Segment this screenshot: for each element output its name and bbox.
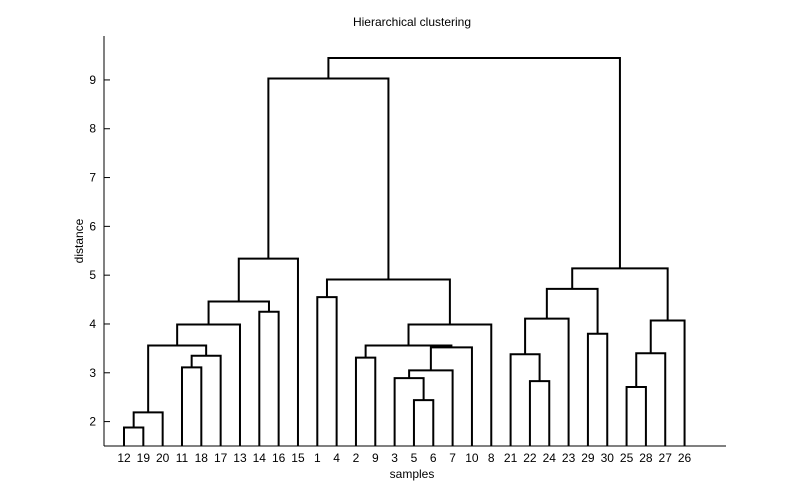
leaf-label: 27 [659,451,673,465]
y-tick-label: 7 [89,171,96,185]
leaf-label: 16 [272,451,286,465]
dendrogram-link [123,426,145,446]
dendrogram-link [190,354,222,446]
leaf-label: 29 [581,451,595,465]
dendrogram-link [407,323,493,446]
dendrogram-link [180,366,203,446]
leaf-label: 15 [291,451,305,465]
dendrogram-link [528,380,551,446]
leaf-label: 19 [137,451,151,465]
leaf-label: 1 [314,451,321,465]
dendrogram-link [354,356,377,446]
leaf-label: 20 [156,451,170,465]
leaf-label: 26 [678,451,692,465]
y-tick-label: 4 [89,317,96,331]
chart-title: Hierarchical clustering [353,15,471,29]
dendrogram-link [267,77,390,280]
dendrogram-link [625,385,647,446]
y-tick-label: 9 [89,73,96,87]
leaf-label: 11 [176,451,189,465]
dendrogram-link [408,369,454,446]
leaf-label: 17 [214,451,228,465]
leaf-label: 7 [449,451,456,465]
dendrogram-link [258,310,280,446]
y-tick-label: 3 [89,366,96,380]
dendrogram-link [176,323,241,446]
leaf-label: 13 [233,451,247,465]
y-tick-label: 2 [89,415,96,429]
y-tick-label: 5 [89,268,96,282]
leaf-label: 21 [504,451,518,465]
dendrogram-link [571,267,669,321]
axes [103,36,726,447]
leaf-label: 14 [253,451,267,465]
dendrogram-link [327,56,621,269]
leaf-label: 9 [372,451,379,465]
dendrogram-link [524,317,570,446]
leaf-label: 28 [639,451,653,465]
dendrogram-links [123,56,686,446]
y-ticks: 2 3 4 5 6 7 8 9 [89,73,110,429]
leaf-label: 24 [543,451,557,465]
leaf-labels: 12 19 20 11 18 17 13 14 16 15 1 4 2 9 3 5 6 7 10 8 21 22 24 23 2… [117,451,691,465]
leaf-label: 12 [117,451,131,465]
dendrogram-link [429,346,473,446]
leaf-label: 10 [465,451,479,465]
y-tick-label: 6 [89,219,96,233]
dendrogram-link [237,257,299,446]
leaf-label: 23 [562,451,576,465]
dendrogram-link [635,352,667,446]
leaf-label: 4 [333,451,340,465]
dendrogram-link [393,377,425,446]
x-axis-label: samples [390,467,435,481]
dendrogram-link [412,399,435,446]
dendrogram-link [545,287,599,334]
leaf-label: 18 [195,451,209,465]
dendrogram-link [325,278,451,325]
leaf-label: 30 [601,451,615,465]
leaf-label: 5 [411,451,418,465]
dendrogram-link [649,319,686,446]
leaf-label: 6 [430,451,437,465]
y-tick-label: 8 [89,122,96,136]
leaf-label: 25 [620,451,634,465]
leaf-label: 22 [523,451,537,465]
leaf-label: 3 [391,451,398,465]
dendrogram-link [586,332,609,446]
dendrogram-link [509,353,541,446]
dendrogram-link [132,411,164,446]
leaf-label: 8 [488,451,495,465]
dendrogram-link [316,296,338,446]
dendrogram-link [207,300,270,325]
leaf-label: 2 [353,451,360,465]
y-axis-label: distance [72,218,86,263]
